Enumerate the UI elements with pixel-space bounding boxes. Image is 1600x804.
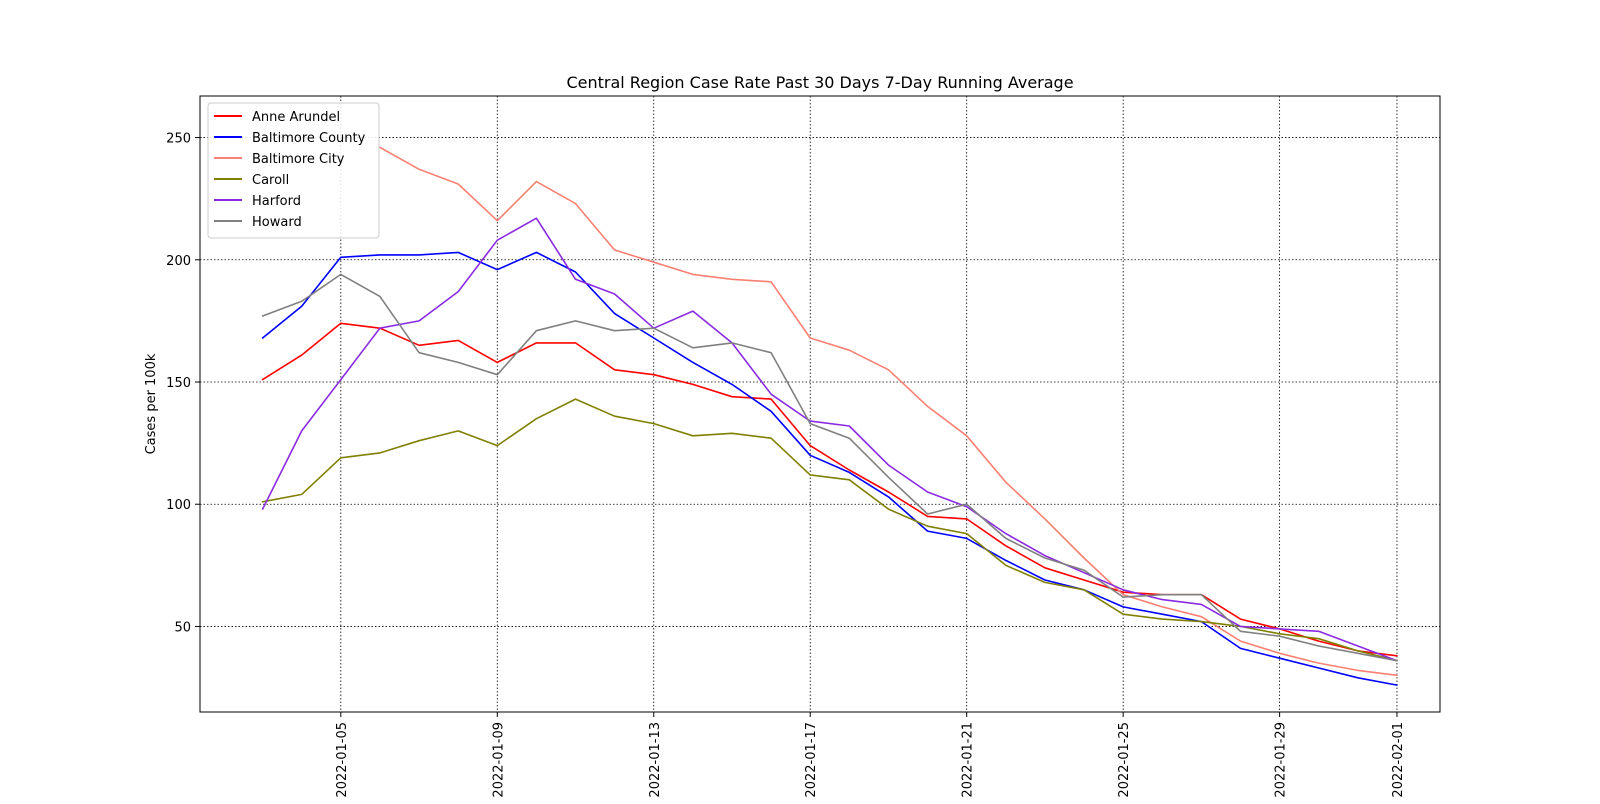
series-line-howard bbox=[261, 273, 1398, 662]
series-line-harford bbox=[261, 217, 1398, 662]
x-tick-label: 2022-01-17 bbox=[804, 722, 819, 798]
y-tick-label: 100 bbox=[166, 498, 191, 513]
legend-entry: Baltimore County bbox=[252, 131, 366, 146]
x-tick-label: 2022-01-05 bbox=[335, 722, 350, 798]
series-line-baltimore-city bbox=[379, 146, 1398, 677]
x-tick-label: 2022-01-29 bbox=[1274, 722, 1289, 798]
legend-entry: Baltimore City bbox=[252, 152, 345, 167]
legend-box bbox=[207, 102, 380, 239]
series-line-anne-arundel bbox=[261, 322, 1398, 657]
grid bbox=[200, 96, 1440, 712]
legend-entry: Howard bbox=[252, 215, 302, 230]
y-tick-label: 150 bbox=[166, 376, 191, 391]
x-tick-label: 2022-01-21 bbox=[961, 722, 976, 798]
series-line-caroll bbox=[261, 398, 1398, 662]
x-tick-label: 2022-01-09 bbox=[491, 722, 506, 798]
chart-title: Central Region Case Rate Past 30 Days 7-… bbox=[566, 73, 1073, 92]
x-tick-label: 2022-01-25 bbox=[1117, 722, 1132, 798]
x-axis: 2022-01-05 2022-01-09 2022-01-13 2022-01-17… bbox=[335, 712, 1406, 798]
y-axis-label: Cases per 100k bbox=[144, 353, 159, 454]
legend-entry: Caroll bbox=[252, 173, 289, 188]
x-tick-label: 2022-01-13 bbox=[648, 722, 663, 798]
y-axis: 50 100 150 200 250 bbox=[166, 132, 200, 635]
legend-entry: Anne Arundel bbox=[252, 110, 340, 125]
plot-frame bbox=[199, 95, 1441, 713]
y-tick-label: 50 bbox=[174, 620, 191, 635]
y-tick-label: 200 bbox=[166, 254, 191, 269]
legend: Anne Arundel Baltimore County Baltimore Ci… bbox=[207, 102, 380, 239]
series-line-baltimore-county bbox=[261, 251, 1398, 686]
x-tick-label: 2022-02-01 bbox=[1391, 722, 1406, 798]
series-lines bbox=[261, 146, 1398, 686]
legend-entry: Harford bbox=[252, 194, 301, 209]
y-tick-label: 250 bbox=[166, 132, 191, 147]
